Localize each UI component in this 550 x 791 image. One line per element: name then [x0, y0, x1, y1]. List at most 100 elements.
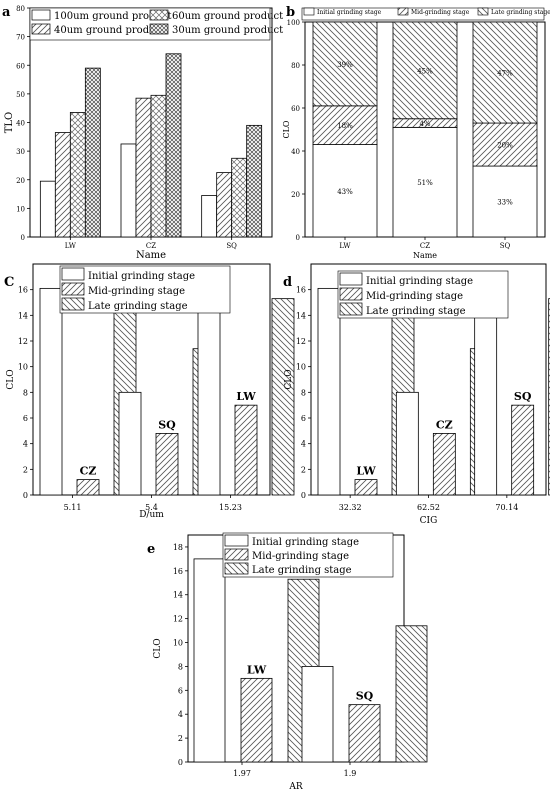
x-tick-label: CZ — [146, 242, 156, 250]
bar-segment — [312, 21, 378, 107]
y-axis-label: CLO — [153, 638, 163, 658]
y-tick-label: 40 — [16, 120, 25, 128]
y-tick-label: 40 — [291, 148, 300, 156]
legend-label: 40um ground product — [54, 25, 165, 36]
bar — [216, 172, 233, 238]
y-tick-label: 10 — [18, 363, 28, 372]
y-tick-label: 70 — [16, 34, 25, 42]
y-tick-label: 18 — [173, 543, 183, 552]
legend-swatch — [61, 282, 85, 296]
bar — [54, 132, 71, 238]
bar-segment — [472, 21, 538, 124]
bar — [193, 558, 226, 763]
bar-segment — [392, 126, 458, 238]
x-tick-label: 1.97 — [233, 769, 251, 778]
y-tick-label: 0 — [301, 491, 306, 500]
legend-label: Mid-grinding stage — [411, 9, 470, 16]
x-axis-label: CIG — [420, 516, 438, 526]
panel-e-letter: e — [147, 542, 155, 557]
y-tick-label: 4 — [178, 710, 183, 719]
legend-swatch — [477, 7, 489, 16]
y-tick-label: 2 — [23, 465, 28, 474]
legend-swatch — [397, 7, 409, 16]
bar-annotation: LW — [236, 390, 256, 403]
legend-swatch — [61, 297, 85, 311]
legend-box — [222, 532, 394, 578]
y-tick-label: 2 — [178, 734, 183, 743]
x-tick-label: 1.9 — [344, 769, 357, 778]
legend-swatch — [224, 534, 249, 547]
legend-label: Initial grinding stage — [88, 271, 195, 282]
y-tick-label: 0 — [21, 234, 25, 242]
panel-c-chart: C 0 2 4 6 8 10 12 14 16 D/um CLO 5.11 CZ 5.4 SQ 15.23 LW I… — [4, 263, 295, 520]
y-tick-label: 12 — [173, 615, 183, 624]
bar — [271, 298, 295, 496]
y-tick-label: 6 — [23, 414, 28, 423]
x-tick-label: CZ — [420, 242, 430, 250]
y-tick-label: 60 — [291, 105, 300, 113]
panel-d-chart: d 0 2 4 6 8 10 12 14 16 CIG CLO 32.32 LW 62.52 CZ 70.14 S… — [283, 263, 550, 526]
bar — [231, 157, 248, 238]
y-tick-label: 4 — [23, 440, 28, 449]
bar — [135, 97, 152, 238]
y-tick-label: 50 — [16, 91, 25, 99]
data-label: 45% — [417, 67, 433, 75]
bar-segment — [312, 105, 378, 145]
data-label: 39% — [337, 61, 353, 69]
legend-label: Initial grinding stage — [252, 537, 359, 548]
bar — [395, 391, 419, 496]
y-tick-label: 12 — [296, 337, 306, 346]
panel-d-letter: d — [283, 275, 292, 290]
y-tick-label: 2 — [301, 465, 306, 474]
bar — [39, 180, 56, 238]
legend-label: Mid-grinding stage — [88, 286, 185, 297]
y-tick-label: 20 — [16, 177, 25, 185]
x-tick-label: LW — [339, 242, 351, 250]
x-tick-label: 5.11 — [64, 503, 82, 512]
bar — [246, 124, 263, 238]
bar — [76, 479, 100, 496]
y-tick-label: 14 — [173, 591, 183, 600]
y-tick-label: 14 — [18, 311, 28, 320]
bar — [165, 53, 182, 238]
bar-annotation: LW — [247, 663, 267, 676]
legend-swatch — [339, 287, 363, 301]
panel-b-chart: b 0 20 40 60 80 100 Name CLO LW 43% 18% 39% CZ 51% 4% 45… — [282, 5, 550, 260]
data-label: 33% — [497, 199, 513, 207]
legend-swatch — [149, 9, 169, 21]
y-tick-label: 0 — [178, 758, 183, 767]
legend-label: Initial grinding stage — [366, 276, 473, 287]
y-axis-label: CLO — [284, 369, 294, 389]
y-tick-label: 60 — [16, 62, 25, 70]
bar — [39, 287, 63, 496]
bar — [118, 391, 142, 496]
y-tick-label: 10 — [296, 363, 306, 372]
legend-label: Late grinding stage — [491, 9, 550, 16]
bar-segment — [312, 144, 378, 238]
bar-annotation: SQ — [158, 418, 176, 431]
legend-swatch — [149, 23, 169, 35]
bar — [150, 94, 167, 238]
panel-c-letter: C — [4, 275, 14, 290]
x-tick-label: 70.14 — [495, 503, 518, 512]
bar — [120, 143, 137, 238]
legend-label: Mid-grinding stage — [252, 551, 349, 562]
bar-segment — [472, 165, 538, 238]
y-tick-label: 14 — [296, 311, 306, 320]
x-tick-label: LW — [65, 242, 77, 250]
bar — [84, 67, 101, 238]
legend-swatch — [224, 562, 249, 575]
y-tick-label: 0 — [296, 234, 300, 242]
x-tick-label: SQ — [226, 242, 237, 250]
y-tick-label: 16 — [18, 286, 28, 295]
legend-swatch — [339, 272, 363, 286]
x-tick-label: 62.52 — [417, 503, 440, 512]
panel-b-letter: b — [286, 5, 295, 20]
bar — [301, 666, 334, 763]
legend-box — [59, 265, 231, 314]
y-axis-label: TLO — [4, 112, 15, 134]
x-axis-label: D/um — [139, 510, 164, 520]
bar — [234, 404, 258, 496]
bar — [348, 704, 381, 763]
